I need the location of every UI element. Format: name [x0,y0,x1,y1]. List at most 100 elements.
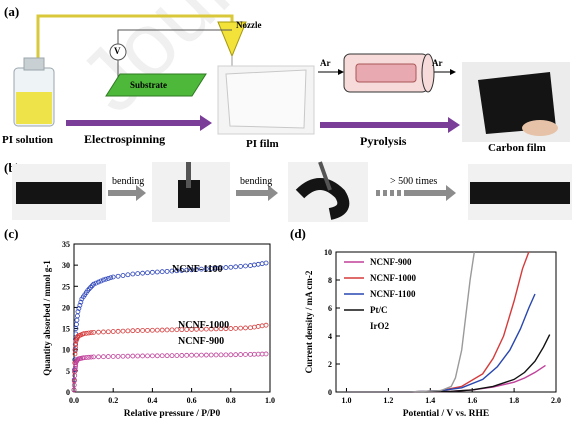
data-point [164,268,170,274]
data-point [174,327,180,333]
data-point [83,355,89,360]
data-point [91,281,96,287]
data-point [243,325,248,331]
substrate-label: Substrate [130,80,168,90]
pi-solution-label: PI solution [2,134,54,146]
data-point [243,263,248,269]
data-point [76,306,82,311]
y-tick-label: 15 [62,325,70,334]
x-tick-label: 0.2 [108,396,118,405]
data-point [194,352,199,358]
data-point [184,352,190,358]
data-point [259,323,265,329]
data-point [154,327,160,333]
data-point [179,353,185,358]
bending-label-1: bending [112,176,145,187]
panel-label-c: (c) [4,226,19,241]
data-point [198,326,204,332]
data-point [255,324,261,329]
data-point [149,269,155,275]
data-point [145,353,150,359]
data-point [233,325,239,331]
data-point [120,328,126,334]
data-point [198,352,204,358]
data-point [105,354,111,359]
x-tick-label: 1.0 [265,396,275,405]
data-point [135,271,141,276]
data-point [247,263,253,268]
data-point [179,327,185,333]
data-point [110,274,116,280]
substrate-icon [105,73,207,97]
data-point [251,324,257,330]
data-point [96,279,101,285]
data-point [101,277,106,283]
data-point [247,325,253,331]
data-point [251,262,257,268]
data-point [189,352,195,358]
data-point [238,325,244,331]
data-point [72,348,78,354]
data-point [98,278,104,284]
data-point [86,354,92,360]
series-line [346,251,475,393]
data-point [218,352,224,358]
x-tick-label: 1.2 [383,396,393,405]
data-point [194,326,199,332]
data-point [115,273,121,279]
data-point [101,329,106,335]
data-point [164,327,170,333]
data-point [105,329,111,335]
data-point [233,352,239,358]
data-point [223,265,229,270]
x-tick-label: 2.0 [551,396,561,405]
data-point [213,326,219,332]
data-point [218,326,224,332]
data-point [91,354,96,360]
y-tick-label: 6 [328,304,332,313]
y-tick-label: 5 [66,367,70,376]
data-point [115,328,121,334]
data-point [96,354,101,360]
data-point [130,271,136,277]
data-point [259,351,265,357]
data-point [120,353,126,359]
ar-out-label: Ar [432,58,443,68]
x-tick-label: 1.6 [467,396,477,405]
legend-label: IrO2 [370,321,389,331]
data-point [184,327,190,332]
data-point [228,326,234,331]
bottle-icon [13,57,55,127]
data-point [145,270,150,276]
panel-label-a: (a) [4,4,20,19]
data-point [125,328,131,334]
x-tick-label: 1.4 [425,396,435,405]
data-point [203,266,209,272]
y-tick-label: 2 [328,360,332,369]
data-point [77,302,83,308]
data-point [238,352,244,357]
data-point [194,267,199,272]
data-point [238,264,244,269]
data-point [145,327,150,333]
data-point [73,345,78,350]
series-label: NCNF-1000 [178,320,229,331]
y-tick-label: 0 [66,388,70,397]
data-point [198,266,204,272]
series-label: NCNF-900 [178,336,224,347]
data-point [159,353,165,359]
data-point [78,299,84,305]
voltage-label: V [114,46,121,56]
data-point [130,353,136,359]
data-point [184,267,190,273]
data-point [174,268,180,274]
electrospinning-label: Electrospinning [84,132,166,146]
y-tick-label: 25 [62,282,70,291]
x-tick-label: 0.0 [69,396,79,405]
pi-film-label: PI film [246,138,279,150]
times-label: > 500 times [390,176,438,187]
data-point [71,382,77,388]
data-point [149,327,155,333]
data-point [81,355,87,361]
data-point [93,280,99,286]
